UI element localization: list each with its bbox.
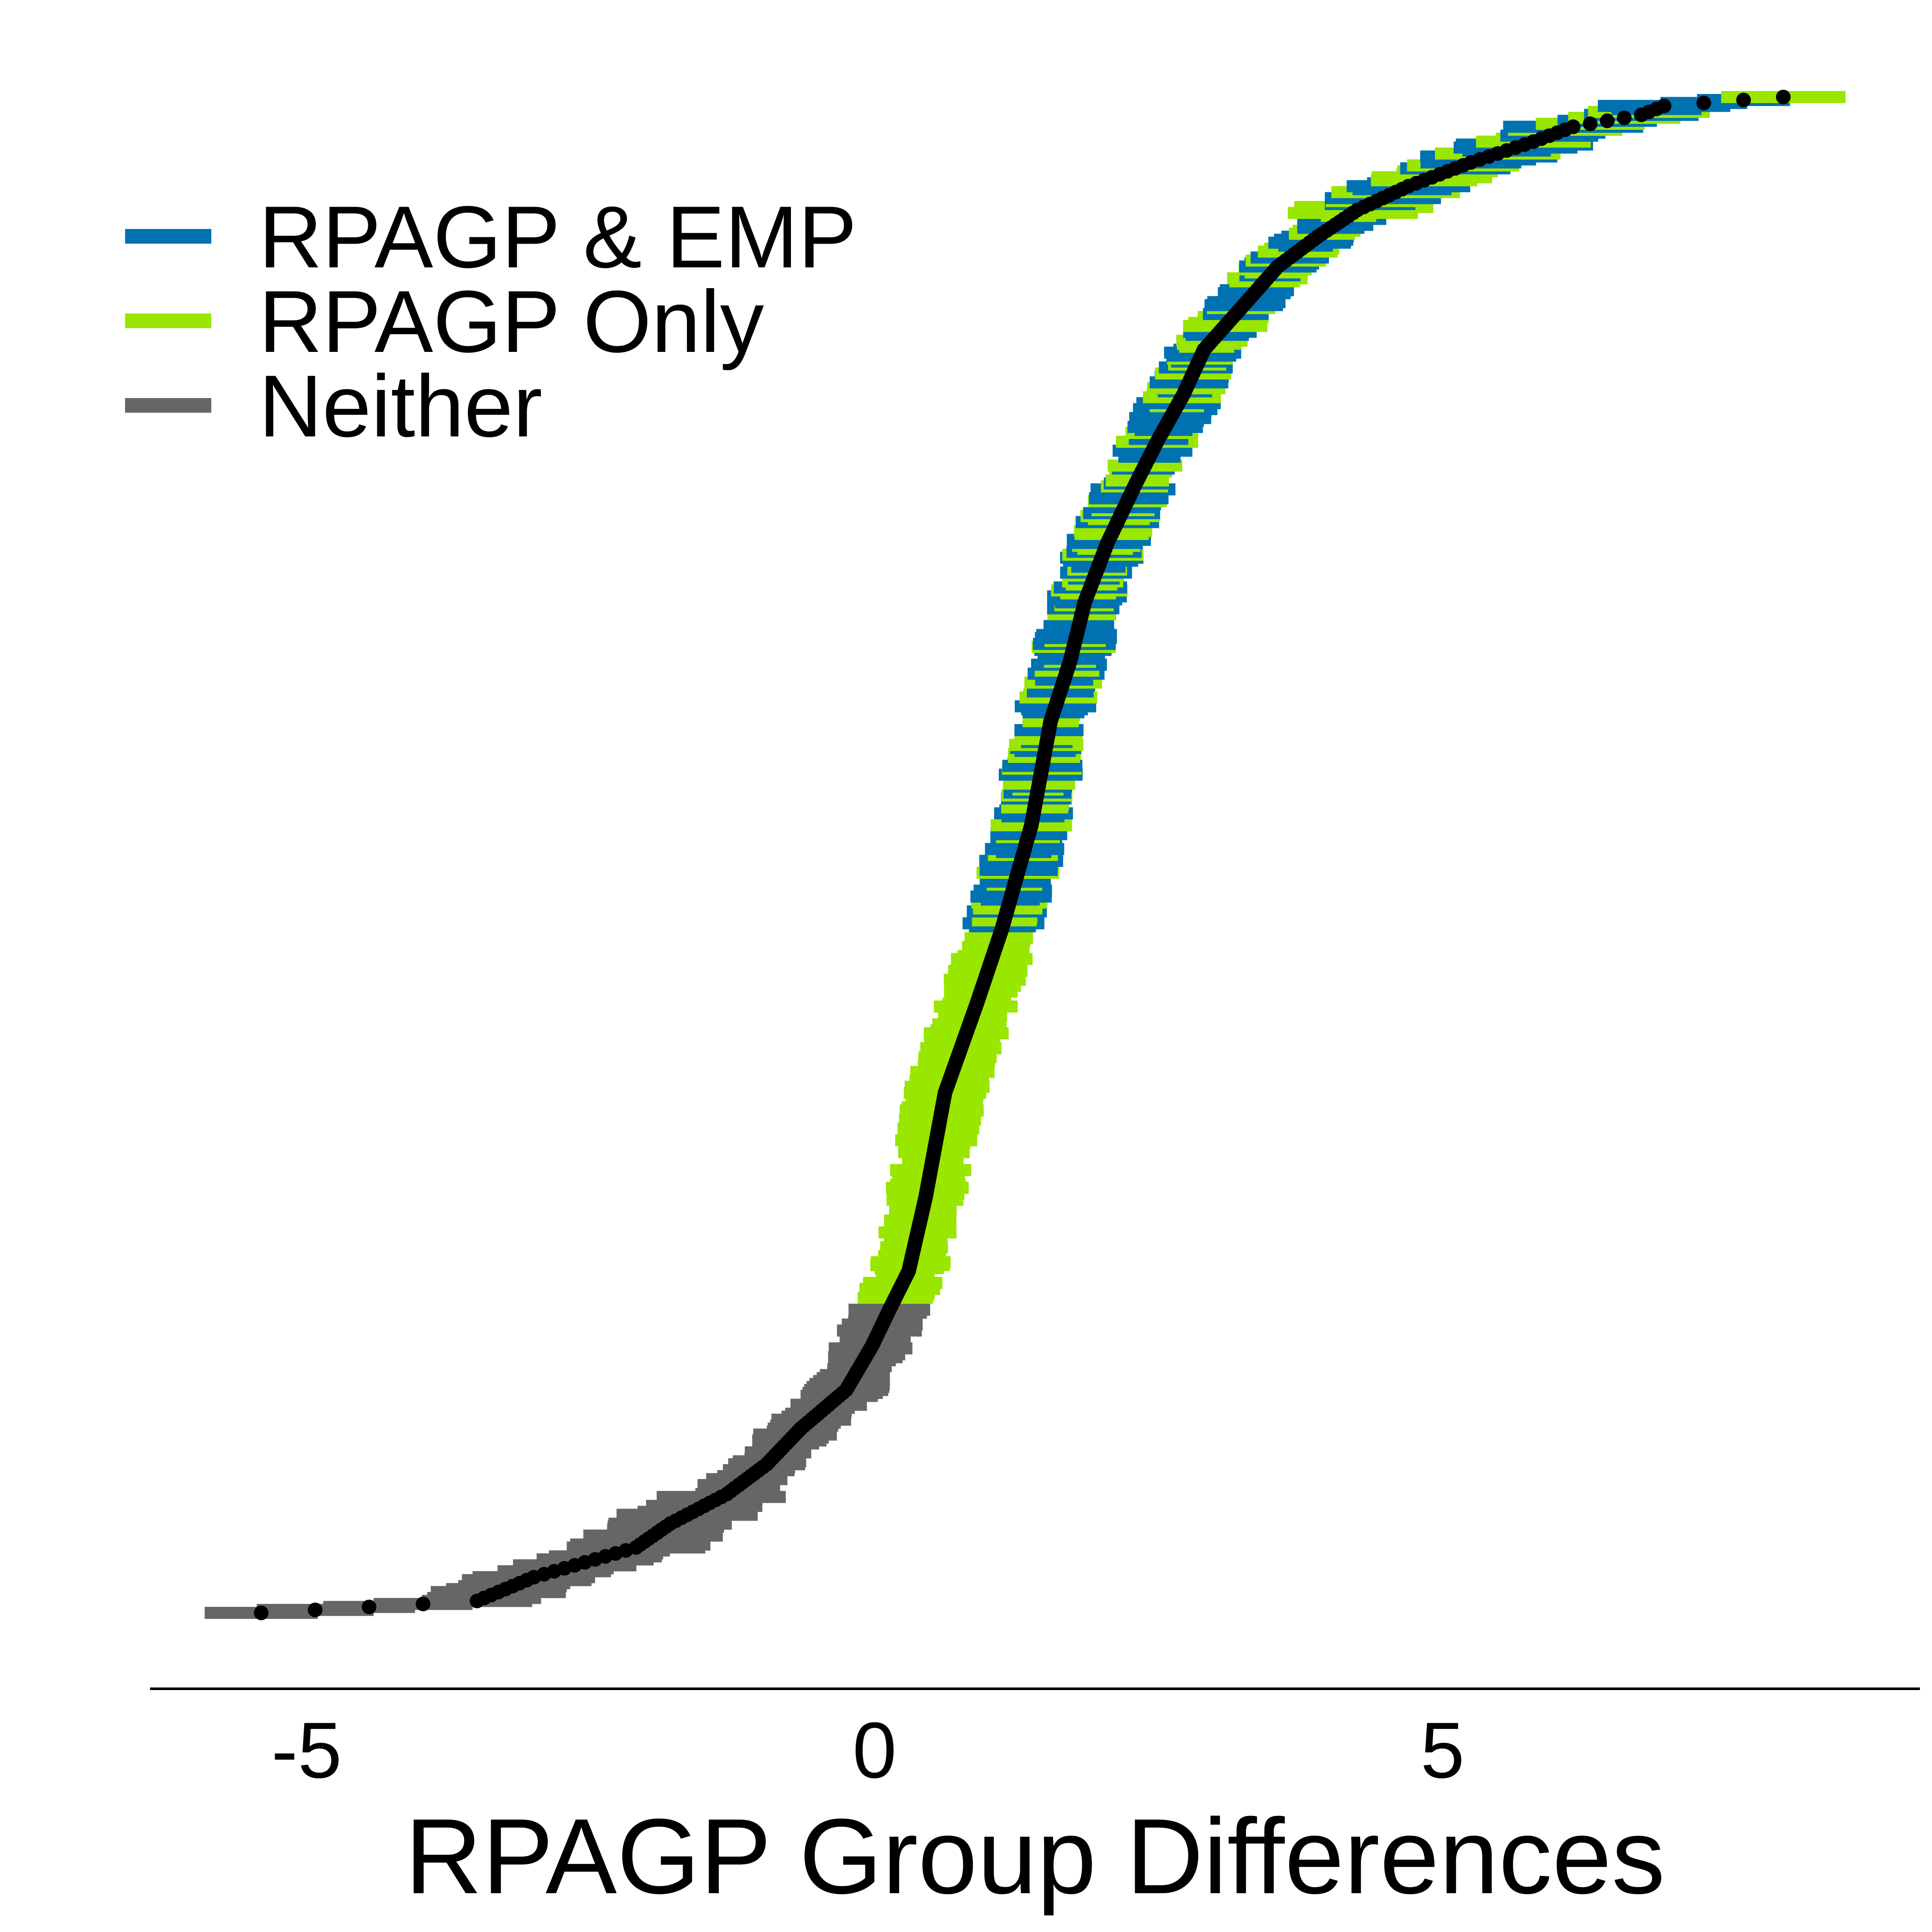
data-point <box>361 1600 376 1615</box>
x-tick-label: -5 <box>271 1706 342 1794</box>
data-point <box>1696 95 1711 110</box>
data-point <box>1776 90 1791 104</box>
data-point <box>254 1606 269 1620</box>
legend-label-rpagp-emp: RPAGP & EMP <box>259 188 857 286</box>
confidence-interval-bars <box>204 91 1846 1619</box>
x-axis-title: RPAGP Group Differences <box>405 1796 1665 1916</box>
data-point <box>307 1603 323 1618</box>
legend: RPAGP & EMP RPAGP Only Neither <box>125 188 857 455</box>
legend-label-neither: Neither <box>259 357 543 455</box>
data-point <box>1656 98 1672 113</box>
data-point <box>1583 116 1598 132</box>
x-tick-label: 0 <box>853 1706 897 1794</box>
legend-label-rpagp-only: RPAGP Only <box>259 273 764 371</box>
x-axis-ticks: -5 0 5 <box>271 1706 1465 1794</box>
data-points <box>254 90 1791 1620</box>
x-tick-label: 5 <box>1421 1706 1465 1794</box>
data-point <box>1600 113 1615 129</box>
data-point <box>415 1596 430 1612</box>
data-point <box>1565 119 1581 134</box>
data-point <box>1736 92 1751 107</box>
data-point <box>1617 110 1632 125</box>
